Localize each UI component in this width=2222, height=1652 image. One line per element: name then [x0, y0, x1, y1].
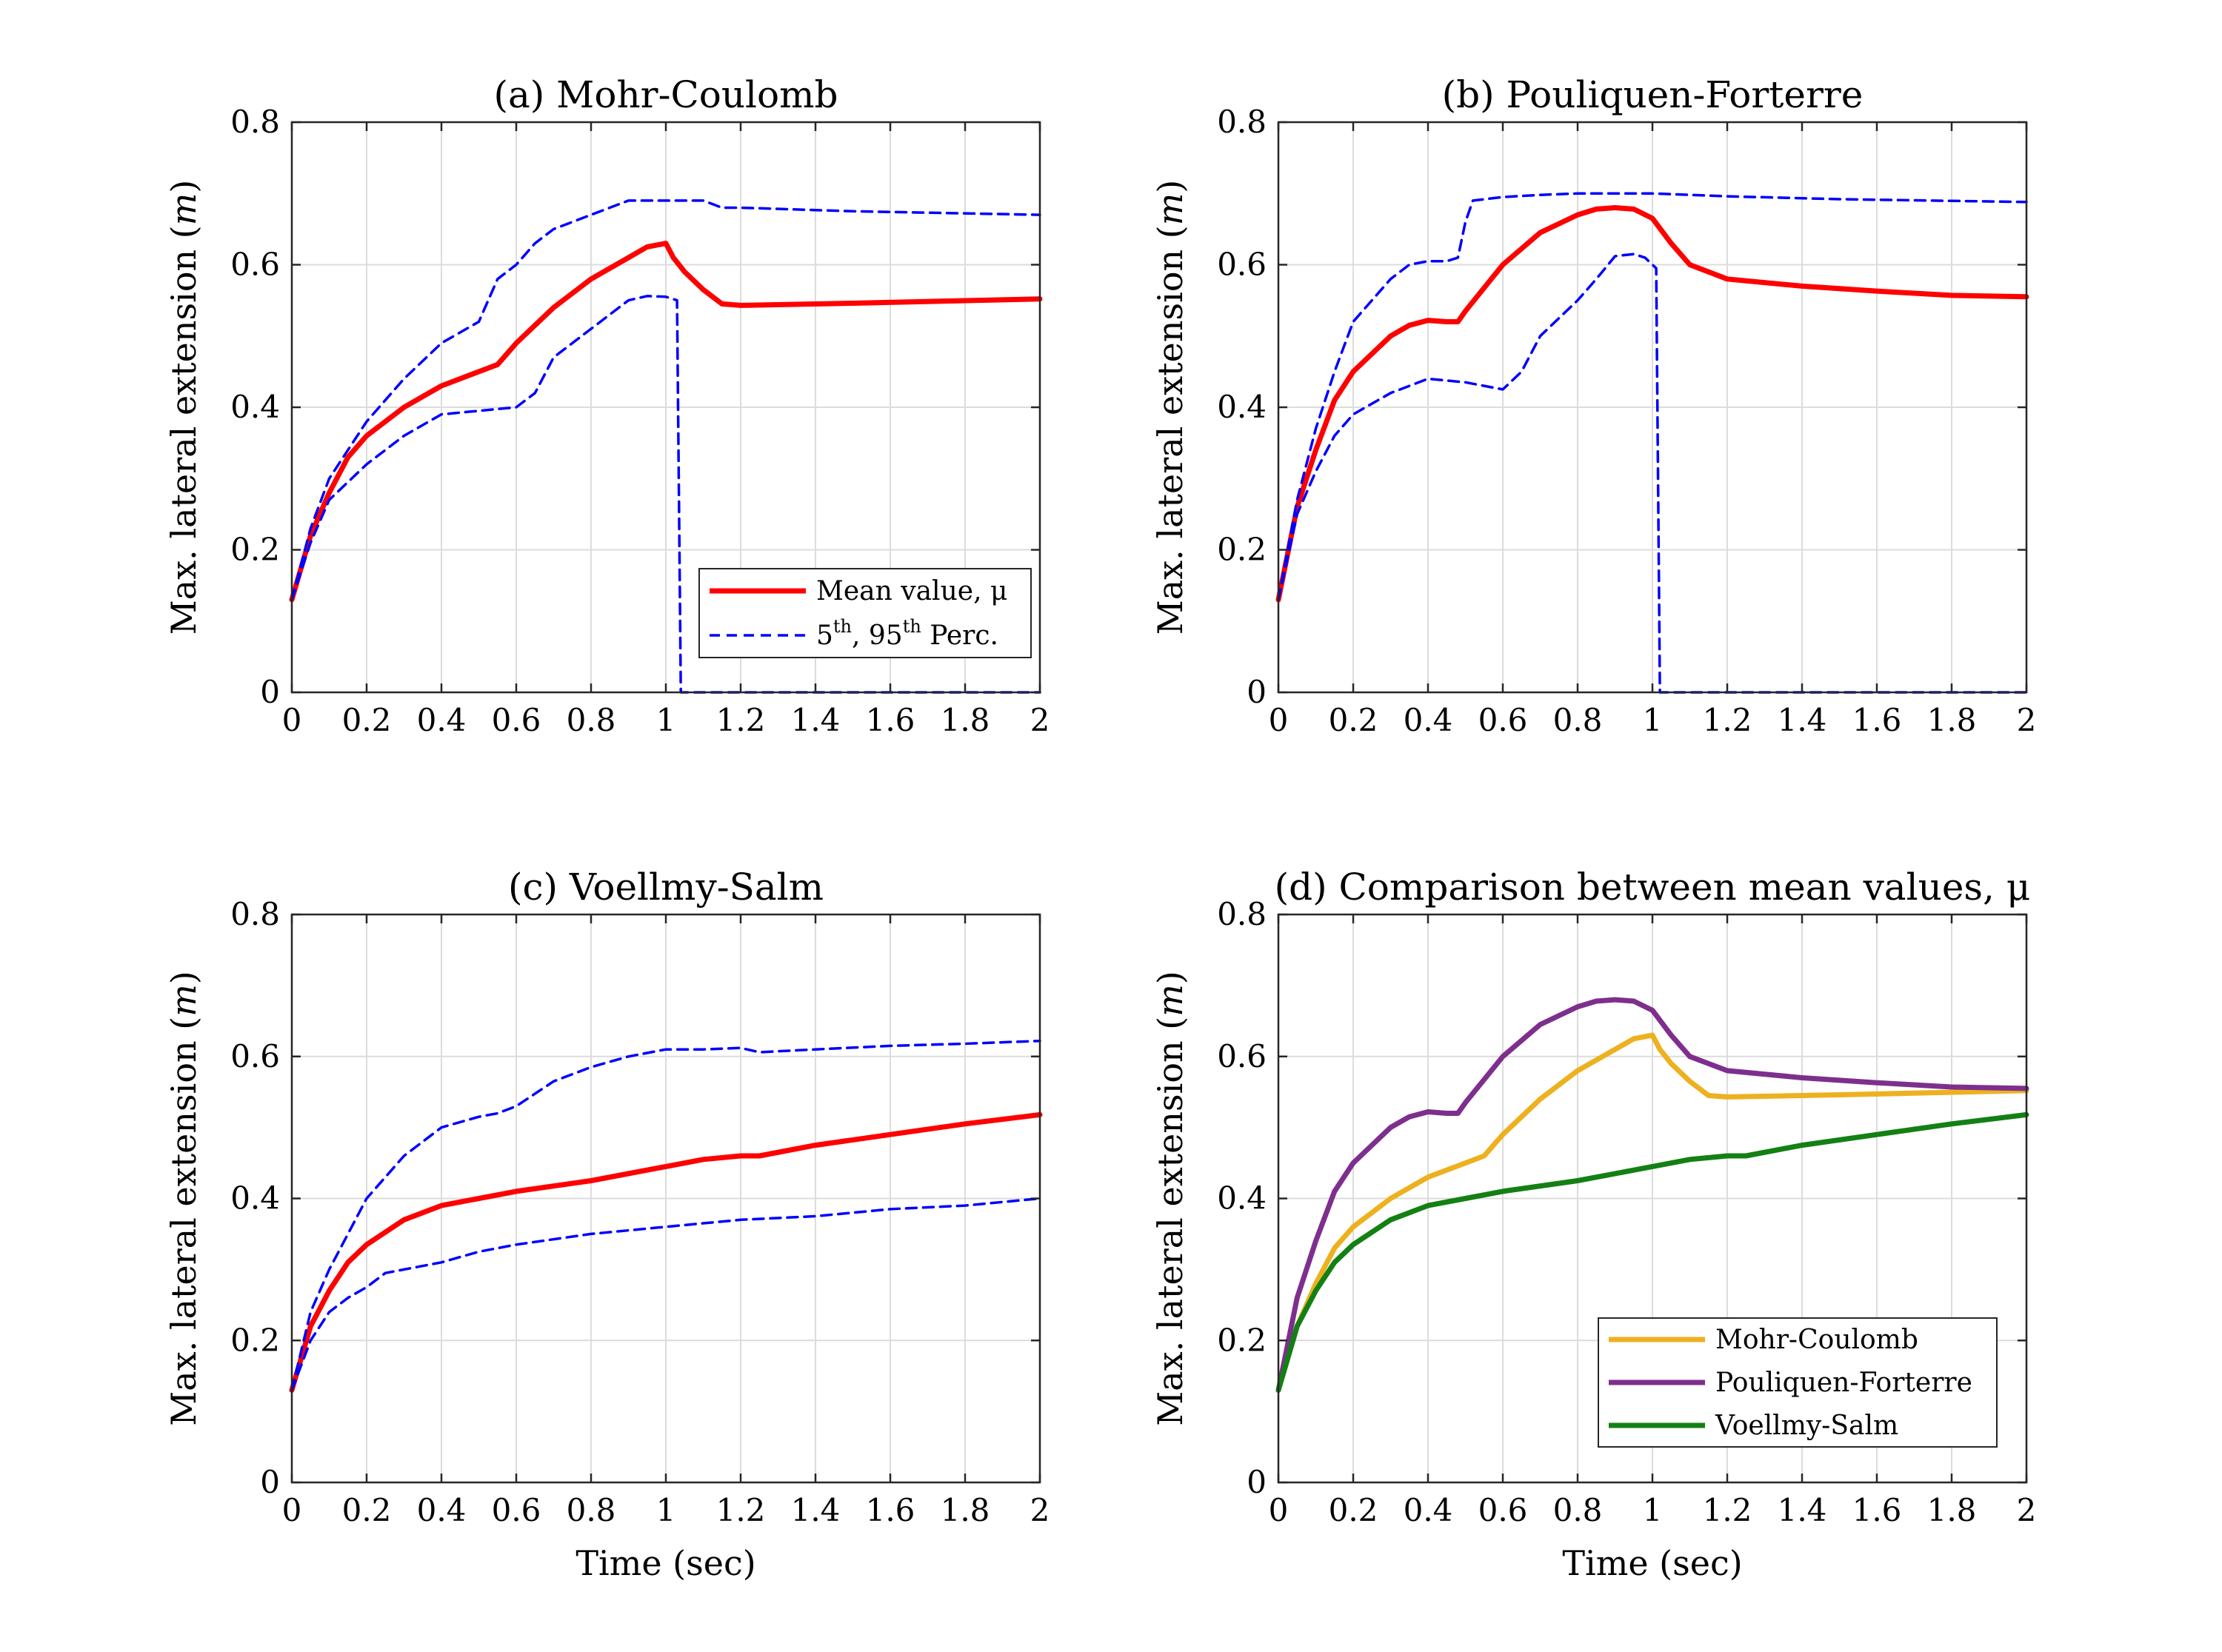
legend-label: Mean value, μ — [816, 576, 1007, 606]
y-tick-label: 0.6 — [230, 247, 280, 283]
panel-c: 0 0.2 0.4 0.6 0.8 1 1.2 1.4 1.6 1.8 2 0 0.2 0.4 0.6 0.8… — [164, 866, 1050, 1583]
x-tick-label: 1.4 — [1778, 1492, 1827, 1528]
y-tick-label: 0.6 — [1217, 247, 1267, 283]
y-tick-label: 0.6 — [1217, 1038, 1267, 1074]
series-line-mean — [289, 1111, 1043, 1393]
y-axis-label: Max. lateral extension (m) — [1150, 971, 1190, 1426]
series-line-mean — [1275, 205, 2029, 603]
series-line-pouliquen-forterre — [1275, 997, 2029, 1393]
x-tick-label: 0.2 — [342, 1492, 392, 1528]
x-tick-label: 1.8 — [941, 702, 990, 738]
y-tick-label: 0.8 — [230, 104, 280, 140]
x-tick-label: 1.2 — [1703, 702, 1752, 738]
x-tick-label: 1.2 — [716, 1492, 766, 1528]
x-tick-label: 0.8 — [567, 1492, 616, 1528]
legend: Mean value, μ 5th​, 95th​ Perc. — [698, 568, 1032, 658]
y-axis-label: Max. lateral extension (m) — [164, 180, 204, 635]
x-axis-label: Time (sec) — [575, 1543, 755, 1583]
x-tick-label: 0.2 — [1329, 702, 1378, 738]
legend-box — [698, 568, 1032, 658]
panel-title: (d) Comparison between mean values, μ — [1275, 866, 2031, 909]
y-tick-label: 0.8 — [1217, 896, 1267, 932]
panel-b: 0 0.2 0.4 0.6 0.8 1 1.2 1.4 1.6 1.8 2 0 0.2 0.4 0.6 0.8… — [1150, 73, 2036, 738]
series-line-p5 — [290, 1197, 1041, 1392]
x-tick-label: 1.4 — [791, 702, 841, 738]
x-tick-label: 0 — [282, 1492, 302, 1528]
x-tick-label: 0.8 — [1553, 702, 1603, 738]
series-line-p5 — [290, 295, 1041, 694]
x-tick-label: 1.2 — [716, 702, 766, 738]
x-tick-label: 2 — [2017, 1492, 2037, 1528]
x-tick-label: 0.2 — [342, 702, 392, 738]
series-line-p95 — [290, 1039, 1041, 1392]
x-tick-label: 1 — [656, 1492, 676, 1528]
panel-title: (b) Pouliquen-Forterre — [1442, 73, 1864, 116]
y-tick-label: 0 — [1247, 674, 1267, 710]
legend-label: 5th​, 95th​ Perc. — [816, 616, 998, 651]
x-tick-label: 0 — [1269, 1492, 1289, 1528]
y-tick-label: 0.2 — [1217, 1322, 1267, 1358]
x-tick-label: 0 — [1269, 702, 1289, 738]
series-line-mean — [289, 241, 1043, 603]
x-tick-label: 1.8 — [941, 1492, 990, 1528]
x-tick-label: 1.6 — [1852, 702, 1902, 738]
x-tick-label: 1.8 — [1927, 702, 1977, 738]
panel-title: (a) Mohr-Coulomb — [493, 73, 838, 116]
x-tick-label: 0.4 — [417, 702, 467, 738]
y-tick-label: 0.8 — [1217, 104, 1267, 140]
y-axis-label: Max. lateral extension (m) — [164, 971, 204, 1426]
x-tick-label: 2 — [1030, 702, 1050, 738]
x-tick-label: 0 — [282, 702, 302, 738]
x-tick-label: 2 — [1030, 1492, 1050, 1528]
x-tick-label: 1.6 — [866, 1492, 915, 1528]
x-tick-label: 0.6 — [1478, 1492, 1528, 1528]
x-tick-label: 0.6 — [492, 702, 541, 738]
y-tick-label: 0.2 — [230, 532, 280, 568]
y-tick-label: 0 — [260, 674, 280, 710]
y-tick-label: 0.2 — [230, 1322, 280, 1358]
x-tick-label: 0.4 — [1404, 702, 1453, 738]
series-line-p95 — [290, 199, 1041, 601]
x-tick-label: 1.6 — [866, 702, 915, 738]
x-tick-label: 0.2 — [1329, 1492, 1378, 1528]
series-line-mohr-coulomb — [1275, 1032, 2029, 1393]
panel-a: 0 0.2 0.4 0.6 0.8 1 1.2 1.4 1.6 1.8 2 0 0.2 0.4 0.6 0.8… — [164, 73, 1050, 738]
x-tick-label: 1.2 — [1703, 1492, 1752, 1528]
y-tick-label: 0.4 — [230, 1180, 280, 1217]
x-tick-label: 1.8 — [1927, 1492, 1977, 1528]
legend-label: Voellmy-Salm — [1715, 1411, 1898, 1441]
x-tick-label: 1.6 — [1852, 1492, 1902, 1528]
x-tick-label: 0.4 — [1404, 1492, 1453, 1528]
x-tick-label: 1 — [656, 702, 676, 738]
y-axis-label: Max. lateral extension (m) — [1150, 180, 1190, 635]
panel-title: (c) Voellmy-Salm — [508, 866, 824, 909]
x-tick-label: 0.8 — [1553, 1492, 1603, 1528]
y-tick-label: 0.4 — [1217, 389, 1267, 425]
x-tick-label: 0.6 — [1478, 702, 1528, 738]
x-tick-label: 0.4 — [417, 1492, 467, 1528]
panel-d: 0 0.2 0.4 0.6 0.8 1 1.2 1.4 1.6 1.8 2 0 0.2 0.4 0.6 0.8… — [1150, 866, 2036, 1583]
y-tick-label: 0.2 — [1217, 532, 1267, 568]
series-line-p5 — [1277, 253, 2028, 694]
y-tick-label: 0 — [1247, 1464, 1267, 1500]
x-tick-label: 2 — [2017, 702, 2037, 738]
y-tick-label: 0.8 — [230, 896, 280, 932]
x-tick-label: 1 — [1643, 1492, 1663, 1528]
legend: Mohr-Coulomb Pouliquen-Forterre Voellmy-Sa… — [1598, 1317, 1998, 1448]
x-tick-label: 0.6 — [492, 1492, 541, 1528]
y-tick-label: 0.6 — [230, 1038, 280, 1074]
x-axis-label: Time (sec) — [1562, 1543, 1742, 1583]
legend-label: Mohr-Coulomb — [1715, 1325, 1918, 1355]
x-tick-label: 1.4 — [791, 1492, 841, 1528]
x-tick-label: 1 — [1643, 702, 1663, 738]
x-tick-label: 0.8 — [567, 702, 616, 738]
series-line-voellmy-salm — [1275, 1111, 2029, 1393]
x-tick-label: 1.4 — [1778, 702, 1827, 738]
y-tick-label: 0.4 — [1217, 1180, 1267, 1217]
legend-label: Pouliquen-Forterre — [1715, 1368, 1972, 1398]
y-tick-label: 0.4 — [230, 389, 280, 425]
y-tick-label: 0 — [260, 1464, 280, 1500]
series-line-p95 — [1277, 192, 2028, 601]
